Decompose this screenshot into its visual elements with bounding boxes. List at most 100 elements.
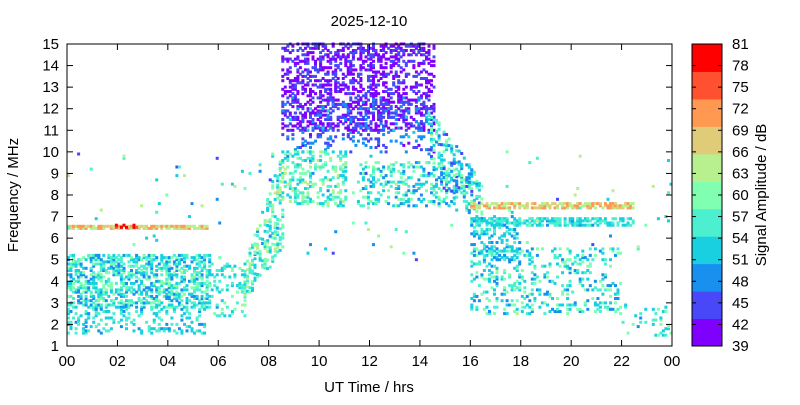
data-point	[437, 187, 441, 190]
data-point	[548, 262, 552, 266]
data-point	[243, 275, 247, 279]
data-point	[94, 325, 98, 329]
data-point	[482, 245, 486, 249]
data-point	[472, 206, 476, 210]
data-point	[185, 264, 189, 268]
data-point	[361, 128, 365, 132]
data-point	[513, 219, 517, 223]
data-point	[67, 312, 70, 316]
data-point	[397, 126, 401, 130]
data-point	[465, 180, 469, 184]
data-point	[104, 224, 108, 228]
data-point	[72, 277, 75, 281]
data-point	[603, 217, 607, 221]
data-point	[334, 167, 338, 171]
data-point	[601, 258, 605, 262]
data-point	[160, 281, 164, 285]
data-point	[314, 64, 317, 68]
data-point	[324, 46, 328, 50]
data-point	[568, 217, 572, 221]
data-point	[160, 318, 164, 322]
data-point	[92, 279, 96, 283]
data-point	[377, 115, 381, 119]
data-point	[356, 102, 360, 106]
data-point	[329, 59, 333, 63]
data-point	[321, 44, 325, 48]
data-point	[125, 294, 128, 298]
data-point	[150, 266, 154, 270]
data-point	[609, 247, 612, 251]
data-point	[152, 253, 156, 257]
data-point	[150, 258, 154, 262]
data-point	[79, 292, 83, 296]
data-point	[377, 143, 381, 147]
data-point	[326, 137, 330, 141]
data-point	[140, 290, 144, 294]
data-point	[488, 273, 491, 277]
data-point	[193, 277, 196, 281]
data-point	[238, 284, 242, 288]
data-point	[215, 273, 219, 277]
data-point	[624, 204, 628, 208]
data-point	[374, 202, 378, 206]
colorbar-band	[692, 71, 722, 100]
data-point	[205, 275, 209, 279]
data-point	[407, 59, 411, 63]
data-point	[329, 137, 333, 141]
data-point	[145, 273, 149, 277]
data-point	[79, 226, 83, 230]
data-point	[551, 217, 554, 221]
data-point	[291, 176, 295, 180]
data-point	[243, 299, 247, 303]
data-point	[377, 53, 381, 57]
data-point	[470, 168, 474, 172]
data-point	[409, 53, 413, 57]
data-point	[321, 77, 325, 80]
data-point	[291, 124, 295, 128]
data-point	[538, 204, 542, 208]
data-point	[193, 226, 196, 230]
data-point	[94, 253, 98, 257]
data-point	[346, 111, 350, 115]
data-point	[387, 109, 391, 113]
data-point	[356, 57, 360, 61]
data-points	[67, 42, 673, 337]
data-point	[644, 307, 648, 311]
data-point	[183, 322, 186, 326]
data-point	[349, 96, 353, 100]
data-point	[513, 310, 517, 313]
data-point	[452, 189, 456, 193]
data-point	[205, 297, 209, 300]
data-point	[422, 100, 426, 104]
data-point	[314, 61, 317, 65]
data-point	[596, 202, 600, 206]
data-point	[228, 314, 232, 318]
data-point	[389, 174, 393, 178]
data-point	[278, 173, 282, 177]
data-point	[417, 61, 421, 65]
data-point	[503, 269, 507, 272]
data-point	[432, 128, 436, 132]
data-point	[359, 107, 363, 111]
data-point	[609, 288, 612, 292]
data-point	[543, 312, 547, 316]
data-point	[117, 301, 121, 305]
data-point	[518, 251, 522, 255]
data-point	[551, 279, 554, 283]
data-point	[167, 281, 171, 285]
data-point	[520, 204, 524, 208]
data-point	[442, 175, 446, 179]
data-point	[150, 226, 154, 230]
data-point	[440, 189, 444, 193]
data-point	[271, 208, 275, 212]
data-point	[452, 174, 456, 178]
data-point	[450, 146, 454, 150]
data-point	[611, 217, 615, 221]
data-point	[372, 165, 375, 169]
data-point	[384, 109, 388, 113]
data-point	[576, 253, 580, 257]
data-point	[306, 59, 310, 63]
data-point	[636, 247, 640, 251]
data-point	[619, 305, 623, 309]
data-point	[112, 258, 116, 262]
